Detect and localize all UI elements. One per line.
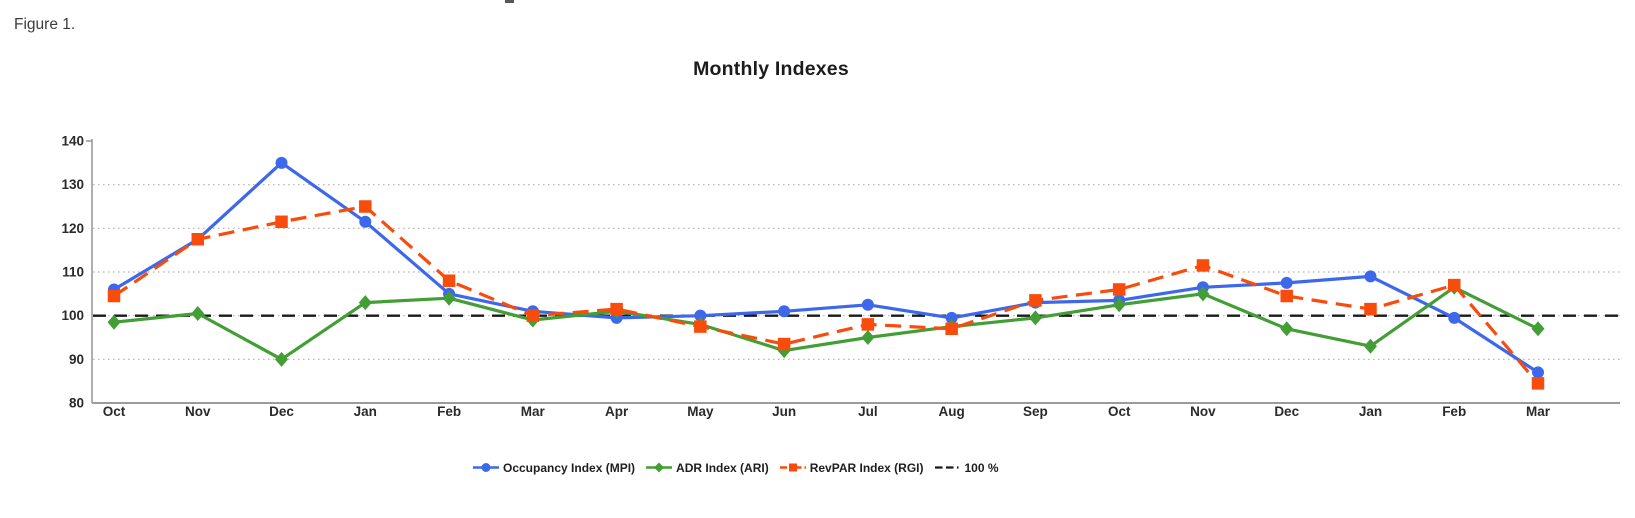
marker-rgi-4 (442, 274, 456, 287)
y-tick-label-130: 130 (61, 177, 84, 192)
marker-ari-15 (1363, 338, 1377, 354)
legend-label-reference: 100 % (964, 460, 999, 475)
marker-ari-0 (107, 314, 121, 330)
y-tick-label-80: 80 (69, 396, 84, 411)
marker-rgi-11 (1029, 294, 1042, 307)
marker-ari-1 (191, 305, 205, 321)
marker-rgi-14 (1280, 289, 1293, 303)
marker-rgi-5 (526, 309, 540, 322)
x-tick-label-16: Feb (1442, 404, 1466, 419)
x-tick-label-7: May (687, 404, 714, 419)
marker-mpi-14 (1280, 276, 1293, 289)
legend-label-ari: ADR Index (ARI) (676, 460, 769, 475)
x-tick-label-6: Apr (605, 404, 629, 419)
x-tick-label-11: Sep (1023, 404, 1048, 419)
marker-rgi-3 (359, 200, 372, 213)
marker-ari-17 (1531, 321, 1545, 337)
x-tick-label-12: Oct (1108, 404, 1131, 419)
legend-label-mpi: Occupancy Index (MPI) (503, 460, 636, 475)
series-line-ari (113, 285, 1539, 361)
marker-ari-4 (442, 290, 456, 306)
x-tick-label-1: Nov (185, 404, 211, 419)
marker-rgi-17 (1531, 377, 1545, 390)
marker-rgi-12 (1112, 283, 1126, 296)
marker-mpi-10 (945, 311, 958, 324)
marker-mpi-8 (778, 305, 791, 318)
chart-title: Monthly Indexes (693, 58, 849, 80)
marker-ari-2 (275, 351, 289, 367)
x-tick-label-14: Dec (1274, 404, 1299, 419)
series-line-mpi (113, 161, 1539, 374)
figure-label: Figure 1. (14, 16, 76, 33)
x-tick-label-9: Jul (858, 404, 878, 419)
series-line-rgi (113, 204, 1540, 385)
marker-rgi-16 (1447, 278, 1461, 292)
marker-mpi-15 (1364, 270, 1377, 283)
y-tick-label-110: 110 (62, 265, 84, 280)
marker-ari-3 (358, 295, 372, 311)
y-tick-label-140: 140 (61, 134, 84, 149)
marker-rgi-1 (191, 233, 205, 246)
x-tick-label-4: Feb (437, 404, 461, 419)
marker-mpi-3 (359, 215, 372, 228)
chart-legend: Occupancy Index (MPI) ADR Index (ARI) Re… (473, 460, 999, 475)
legend-item-reference: 100 % (934, 460, 999, 475)
x-tick-label-5: Mar (521, 404, 546, 419)
marker-mpi-9 (861, 298, 874, 311)
marker-mpi-7 (694, 309, 707, 322)
y-tick-label-90: 90 (69, 352, 84, 367)
y-tick-label-120: 120 (61, 221, 84, 236)
marker-mpi-2 (275, 156, 288, 169)
marker-rgi-8 (777, 337, 791, 351)
rgi-dashed-square-swatch (779, 460, 806, 475)
cropped-content-artifact (505, 0, 514, 3)
marker-rgi-13 (1196, 259, 1210, 272)
marker-mpi-16 (1448, 311, 1461, 324)
marker-rgi-0 (107, 289, 121, 303)
x-tick-label-10: Aug (938, 404, 964, 419)
marker-rgi-10 (945, 322, 958, 336)
legend-item-ari: ADR Index (ARI) (646, 460, 769, 475)
ari-line-diamond-swatch (646, 460, 673, 475)
marker-ari-9 (861, 330, 875, 345)
x-tick-label-15: Jan (1359, 404, 1382, 419)
legend-item-rgi: RevPAR Index (RGI) (779, 460, 924, 475)
marker-rgi-7 (694, 320, 707, 333)
x-tick-label-13: Nov (1190, 404, 1216, 419)
x-tick-label-2: Dec (269, 404, 294, 419)
marker-ari-14 (1280, 321, 1294, 337)
marker-ari-13 (1196, 286, 1210, 302)
mpi-line-circle-swatch (473, 460, 499, 475)
x-tick-label-8: Jun (772, 404, 796, 419)
y-tick-label-100: 100 (61, 308, 84, 323)
legend-label-rgi: RevPAR Index (RGI) (809, 460, 924, 475)
marker-rgi-15 (1364, 302, 1377, 316)
marker-ari-12 (1112, 297, 1126, 313)
x-tick-label-17: Mar (1526, 404, 1551, 419)
x-tick-label-0: Oct (103, 404, 126, 419)
marker-rgi-9 (861, 318, 875, 331)
marker-mpi-17 (1532, 366, 1545, 379)
marker-ari-11 (1028, 310, 1042, 326)
x-tick-label-3: Jan (354, 404, 377, 419)
marker-rgi-2 (275, 215, 288, 229)
marker-rgi-6 (610, 302, 623, 316)
reference-dash-swatch (934, 460, 961, 475)
legend-item-mpi: Occupancy Index (MPI) (473, 460, 635, 475)
